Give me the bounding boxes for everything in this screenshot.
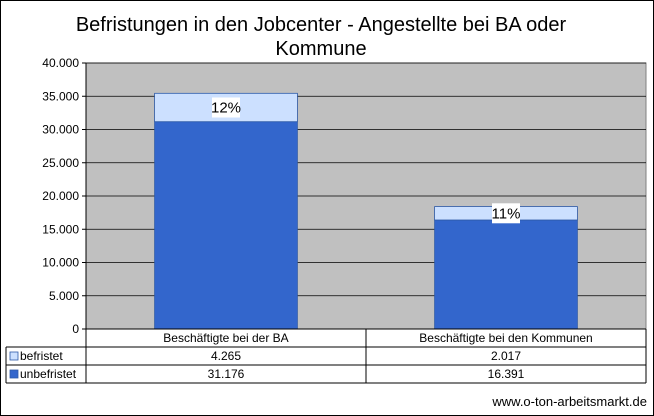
category-label: Beschäftigte bei den Kommunen	[419, 331, 592, 345]
data-label: 12%	[211, 99, 241, 116]
data-label-box	[492, 203, 520, 224]
table-value: 4.265	[211, 349, 241, 363]
legend-swatch-befristet	[9, 351, 19, 361]
y-tick-label: 15.000	[42, 222, 79, 236]
y-tick-label: 0	[72, 322, 79, 336]
y-tick-label: 40.000	[42, 56, 79, 70]
legend-label-unbefristet: unbefristet	[20, 367, 77, 381]
y-tick-label: 5.000	[49, 289, 79, 303]
bar-unbefristet	[434, 219, 578, 330]
y-tick-label: 10.000	[42, 256, 79, 270]
legend-swatch-unbefristet	[9, 369, 19, 379]
data-label-box	[212, 97, 240, 118]
data-label: 11%	[492, 205, 521, 222]
category-label: Beschäftigte bei der BA	[163, 331, 288, 345]
footer-url: www.o-ton-arbeitsmarkt.de	[492, 394, 647, 409]
bar-unbefristet	[154, 121, 298, 330]
y-tick-label: 25.000	[42, 156, 79, 170]
table-value: 31.176	[208, 367, 245, 381]
y-tick-label: 20.000	[42, 189, 79, 203]
y-tick-label: 30.000	[42, 123, 79, 137]
y-tick-label: 35.000	[42, 89, 79, 103]
table-value: 16.391	[488, 367, 525, 381]
legend-label-befristet: befristet	[20, 349, 63, 363]
table-value: 2.017	[491, 349, 521, 363]
chart-title: Befristungen in den Jobcenter - Angestel…	[75, 14, 567, 60]
